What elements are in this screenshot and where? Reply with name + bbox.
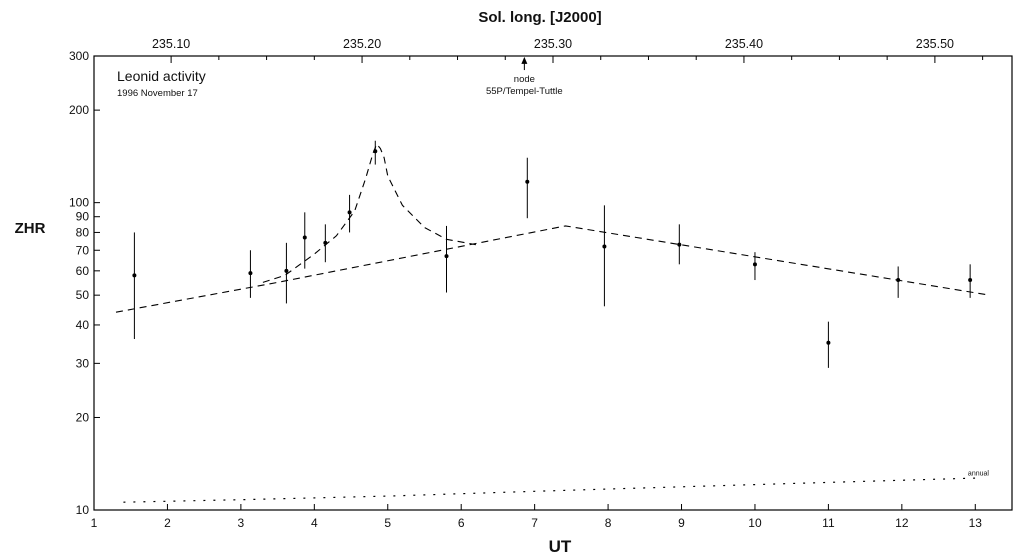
data-point [752, 262, 757, 267]
comet-label: 55P/Tempel-Tuttle [486, 86, 563, 97]
data-point [968, 278, 973, 283]
x-tick-label: 7 [531, 516, 538, 530]
y-tick-label: 50 [76, 288, 90, 302]
data-point [896, 278, 901, 283]
data-point [677, 242, 682, 247]
x-tick-label: 13 [969, 516, 983, 530]
data-points [132, 140, 973, 368]
x-tick-label: 1 [91, 516, 98, 530]
y-tick-label: 10 [76, 503, 90, 517]
y-tick-label: 80 [76, 225, 90, 239]
x-tick-label: 12 [895, 516, 909, 530]
y-axis-label: ZHR [15, 220, 46, 237]
fit-curves [115, 143, 991, 503]
node-label: node [514, 74, 535, 85]
background-fit-line [115, 225, 991, 313]
data-point [602, 244, 607, 249]
x-axis-label: UT [549, 537, 572, 556]
data-point [323, 240, 328, 245]
top-tick-label: 235.40 [725, 37, 763, 51]
x-axis: 1 2 3 4 5 6 7 8 9 10 11 12 13 [91, 504, 983, 530]
node-annotation: node 55P/Tempel-Tuttle [486, 56, 563, 97]
chart-title: Leonid activity [117, 68, 206, 84]
data-point [284, 268, 289, 273]
y-tick-label: 60 [76, 264, 90, 278]
y-tick-label: 40 [76, 318, 90, 332]
top-tick-label: 235.20 [343, 37, 381, 51]
y-tick-label: 100 [69, 196, 89, 210]
data-point [525, 179, 530, 184]
data-point [373, 149, 378, 154]
y-tick-label: 90 [76, 210, 90, 224]
top-tick-label: 235.50 [916, 37, 954, 51]
x-tick-label: 11 [822, 516, 835, 530]
x-tick-label: 5 [384, 516, 391, 530]
top-tick-label: 235.30 [534, 37, 572, 51]
data-point [826, 340, 831, 345]
x-tick-label: 4 [311, 516, 318, 530]
peak-fit-line [262, 143, 476, 283]
annual-rate-line [123, 477, 976, 503]
chart-subtitle: 1996 November 17 [117, 88, 198, 99]
x-tick-label: 10 [748, 516, 762, 530]
x-tick-label: 8 [605, 516, 612, 530]
data-point [132, 273, 137, 278]
top-tick-label: 235.10 [152, 37, 190, 51]
y-tick-label: 300 [69, 49, 89, 63]
top-axis-label: Sol. long. [J2000] [478, 9, 601, 26]
plot-frame [93, 55, 1013, 511]
node-arrowhead [521, 56, 528, 64]
y-tick-label: 30 [76, 356, 90, 370]
data-point [302, 235, 307, 240]
y-tick-label: 200 [69, 103, 89, 117]
top-axis: 235.10 235.20 235.30 235.40 235.50 [152, 37, 984, 63]
data-point [248, 271, 253, 276]
x-tick-label: 2 [164, 516, 171, 530]
x-tick-label: 3 [238, 516, 245, 530]
y-tick-label: 20 [76, 410, 90, 424]
x-tick-label: 9 [678, 516, 685, 530]
y-tick-label: 70 [76, 243, 90, 257]
annual-label: annual [968, 471, 989, 478]
x-tick-label: 6 [458, 516, 465, 530]
data-point [347, 210, 352, 215]
data-point [444, 254, 449, 259]
